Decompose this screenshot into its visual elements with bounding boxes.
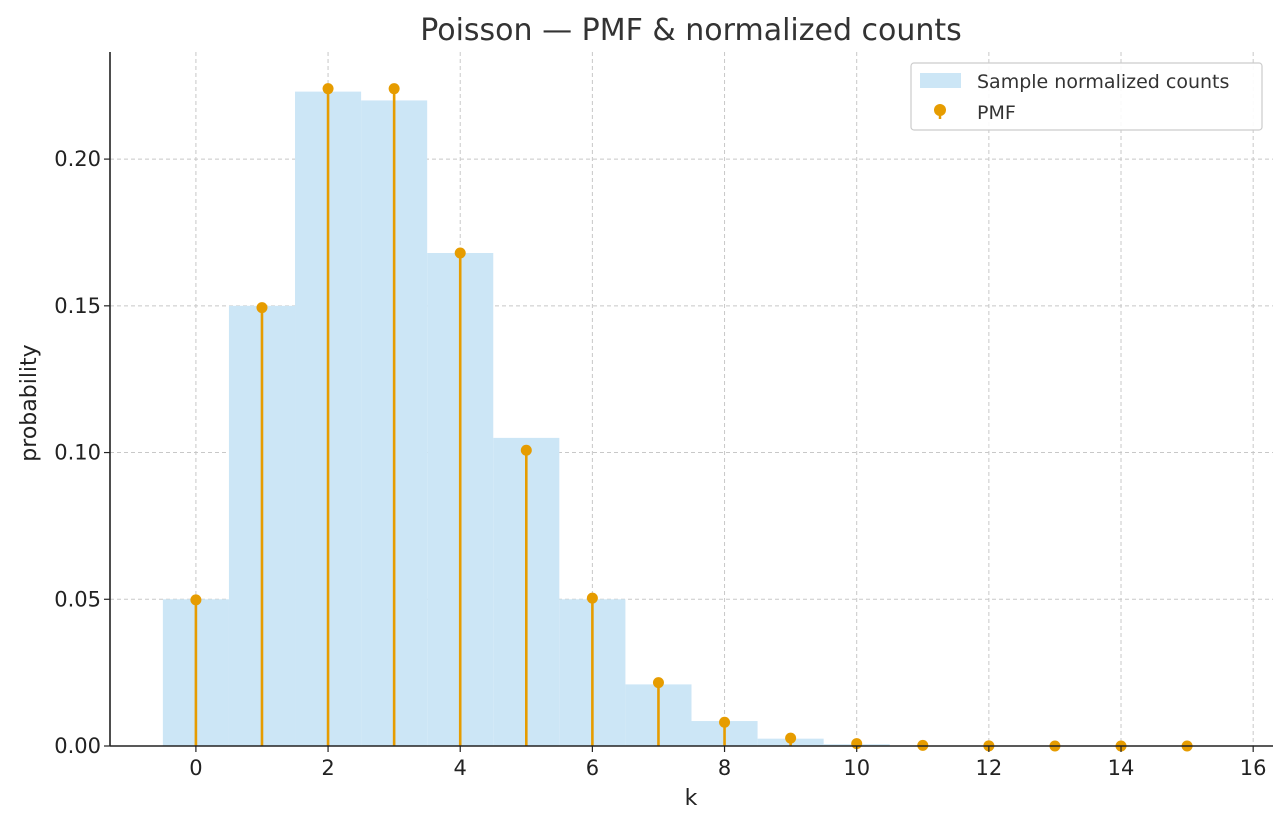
x-tick-label: 4: [454, 756, 467, 780]
pmf-marker: [322, 83, 334, 95]
pmf-stems: [190, 83, 1193, 752]
x-tick-label: 8: [718, 756, 731, 780]
pmf-marker: [388, 83, 400, 95]
pmf-marker: [719, 716, 731, 728]
y-tick-label: 0.20: [54, 147, 101, 171]
histogram-bars: [162, 91, 956, 747]
x-tick-label: 6: [586, 756, 599, 780]
legend: Sample normalized counts PMF: [910, 62, 1263, 131]
x-tick-label: 12: [975, 756, 1002, 780]
chart-title: Poisson — PMF & normalized counts: [420, 13, 962, 48]
y-tick-label: 0.05: [54, 587, 101, 611]
x-tick-label: 0: [189, 756, 202, 780]
pmf-marker: [520, 444, 532, 456]
axes: [104, 52, 1273, 752]
y-axis-label: probability: [17, 344, 42, 461]
y-tick-label: 0.00: [54, 734, 101, 758]
pmf-marker: [454, 247, 466, 259]
y-tick-label: 0.15: [54, 294, 101, 318]
y-tick-label: 0.10: [54, 441, 101, 465]
pmf-marker: [256, 302, 268, 314]
x-axis-label: k: [685, 786, 698, 811]
pmf-marker: [785, 732, 797, 744]
tick-labels: 0 2 4 6 8 10 12 14 16 0.00 0.05 0.10 0.15 0.20: [54, 147, 1266, 780]
x-tick-label: 2: [321, 756, 334, 780]
legend-label-pmf: PMF: [977, 102, 1016, 124]
legend-swatch-histogram: [920, 73, 961, 88]
x-tick-label: 10: [843, 756, 870, 780]
pmf-marker: [586, 592, 598, 604]
pmf-marker: [190, 594, 202, 606]
pmf-marker: [652, 677, 664, 689]
legend-swatch-pmf-marker: [934, 104, 946, 116]
legend-frame: [910, 62, 1263, 131]
legend-label-histogram: Sample normalized counts: [977, 71, 1229, 93]
x-tick-label: 16: [1240, 756, 1267, 780]
x-tick-label: 14: [1108, 756, 1135, 780]
